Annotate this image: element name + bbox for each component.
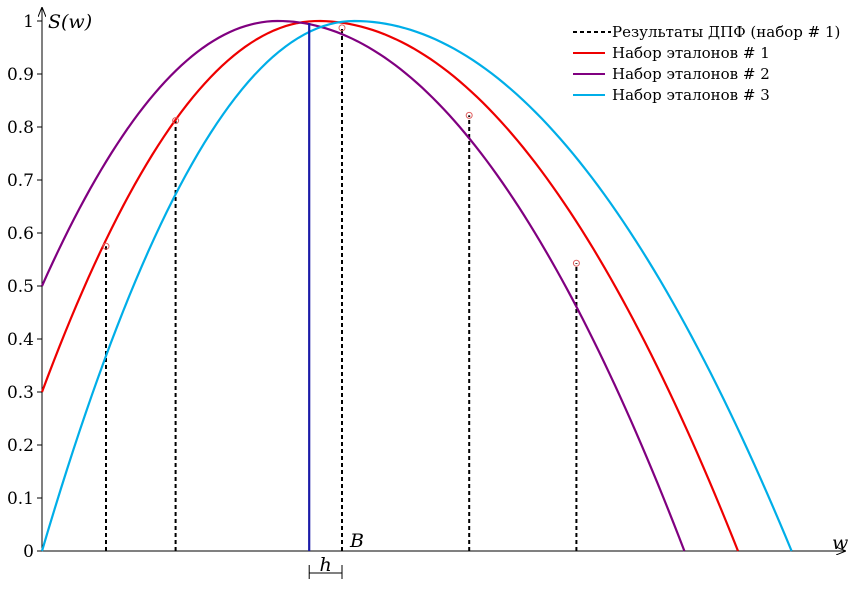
y-tick-label: 0.2: [7, 436, 34, 456]
y-tick-label: 0.8: [7, 118, 34, 138]
y-tick-label: 1: [23, 12, 34, 32]
series-line-set3: [40, 19, 793, 552]
dft-sample-point: [172, 117, 180, 125]
b-label: B: [349, 530, 364, 552]
y-tick-label: 0.4: [7, 330, 34, 350]
y-tick-label: 0.1: [7, 489, 34, 509]
legend: Результаты ДПФ (набор # 1) Набор эталоно…: [573, 23, 840, 104]
dft-sample-lines: [105, 27, 578, 551]
y-tick-label: 0: [23, 542, 34, 562]
dft-sample-point: [572, 259, 580, 267]
dft-sample-markers: [102, 24, 580, 267]
h-label: h: [319, 554, 331, 576]
legend-label-set3: Набор эталонов # 3: [612, 86, 770, 104]
h-bracket: [308, 565, 343, 579]
series-line-set2: [40, 19, 686, 552]
x-axis-label: w: [832, 532, 848, 554]
series-curves: [40, 19, 793, 552]
y-ticks: 0 0.1 0.2 0.3 0.4 0.5 0.6 0.7 0.8 0.9 1: [7, 12, 42, 562]
y-tick-label: 0.5: [7, 277, 34, 297]
legend-label-set2: Набор эталонов # 2: [612, 65, 770, 83]
series-line-set1: [40, 19, 740, 552]
legend-label-set1: Набор эталонов # 1: [612, 44, 770, 62]
dft-sample-point: [338, 24, 346, 32]
y-tick-label: 0.6: [7, 224, 34, 244]
y-tick-label: 0.9: [7, 65, 34, 85]
y-tick-label: 0.7: [7, 171, 34, 191]
dft-sample-point: [465, 111, 473, 119]
y-tick-label: 0.3: [7, 383, 34, 403]
legend-label-dft: Результаты ДПФ (набор # 1): [612, 23, 840, 41]
y-axis-label: S(w): [48, 11, 92, 33]
dft-sample-point: [102, 242, 110, 250]
